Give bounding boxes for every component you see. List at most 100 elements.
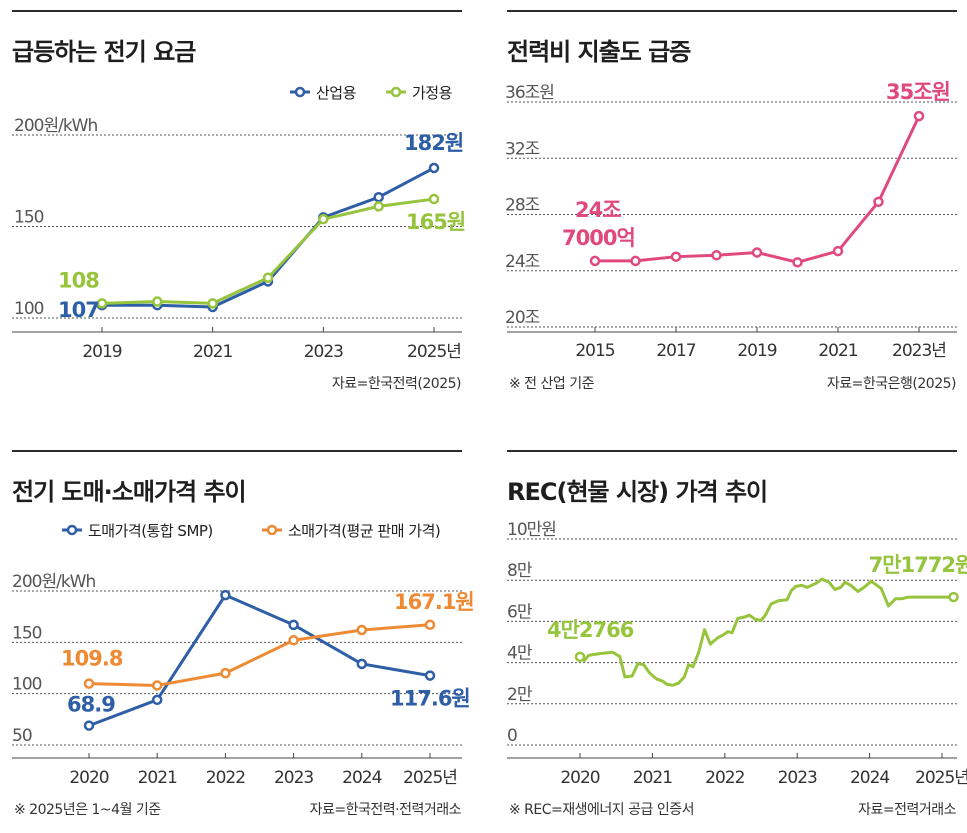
- source-label: 자료=한국은행(2025): [827, 376, 956, 392]
- data-point: [711, 250, 722, 261]
- chart-title: 전력비 지출도 급증: [507, 38, 691, 66]
- data-point: [428, 162, 440, 174]
- y-tick-label: 4만: [507, 644, 533, 664]
- footnote: ※ 전 산업 기준: [509, 376, 595, 392]
- chart-svg: 200원/kWh 150 100 50 2020 2021 2022 2023 2024 2025…: [12, 522, 475, 818]
- x-tick-label: 2017: [656, 341, 695, 361]
- legend-marker: [390, 86, 402, 98]
- data-point: [152, 296, 163, 307]
- panel-top-rule: [12, 450, 462, 452]
- x-tick-label: 2024: [342, 768, 381, 788]
- chart-svg: 200원/kWh 150 100 2019 2021 2023 2025년 182원 165원 1…: [12, 84, 466, 392]
- data-label: 24조: [575, 198, 621, 222]
- data-point: [428, 193, 440, 205]
- chart-panel-wholesale-retail: 전기 도매·소매가격 추이 200원/kWh 150 100 50 2020 2021 20…: [12, 450, 475, 833]
- data-point: [574, 651, 586, 663]
- data-point: [913, 110, 925, 122]
- chart-title: 전기 도매·소매가격 추이: [12, 478, 247, 506]
- x-tick-label: 2025년: [407, 342, 461, 362]
- x-tick-label: 2024: [850, 768, 889, 788]
- y-tick-label: 24조: [505, 252, 540, 272]
- data-point: [220, 589, 231, 601]
- data-point: [424, 670, 436, 681]
- y-tick-label: 100: [12, 675, 42, 695]
- footnote: ※ REC=재생에너지 공급 인증서: [509, 802, 694, 818]
- legend-marker: [294, 86, 306, 98]
- data-point: [589, 255, 601, 267]
- series-line: [593, 114, 921, 264]
- series-line: [578, 577, 956, 687]
- data-point: [288, 619, 299, 631]
- footnote: ※ 2025년은 1~4월 기준: [14, 802, 161, 818]
- data-point: [83, 678, 95, 689]
- x-tick-label: 2023년: [892, 341, 946, 361]
- legend-marker: [266, 524, 278, 536]
- x-tick-label: 2021: [818, 341, 857, 361]
- data-point: [83, 720, 95, 731]
- data-label: 182원: [404, 131, 463, 155]
- x-tick-label: 2023: [274, 768, 313, 788]
- x-tick-label: 2021: [633, 768, 672, 788]
- y-tick-label: 150: [12, 623, 42, 643]
- data-point: [356, 658, 368, 670]
- data-point: [832, 245, 844, 257]
- y-tick-label: 150: [14, 208, 44, 228]
- y-tick-label: 100: [14, 299, 44, 319]
- source-label: 자료=한국전력(2025): [332, 376, 461, 392]
- series-line: [100, 197, 436, 305]
- source-label: 자료=한국전력·전력거래소: [310, 802, 462, 818]
- data-point: [207, 298, 218, 309]
- y-tick-label: 28조: [505, 196, 540, 216]
- data-point: [373, 191, 384, 203]
- data-label: 68.9: [67, 693, 115, 717]
- y-tick-label: 2만: [507, 685, 533, 705]
- source-label: 자료=전력거래소: [858, 802, 957, 818]
- chart-panel-power-spending: 전력비 지출도 급증 36조원 32조 28조 24조 20조 2015 2017 2019 2…: [505, 10, 957, 400]
- data-label: 109.8: [61, 647, 123, 671]
- x-tick-label: 2023: [304, 342, 343, 362]
- chart-panel-rec-price: REC(현물 시장) 가격 추이 10만원 8만 6만 4만 2만 0 2020 2021 20…: [507, 450, 967, 833]
- data-label: 35조원: [886, 80, 950, 104]
- data-point: [151, 680, 163, 691]
- x-tick-label: 2021: [193, 342, 232, 362]
- y-tick-label: 50: [12, 726, 32, 746]
- x-tick-label: 2023: [778, 768, 817, 788]
- chart-title: 급등하는 전기 요금: [12, 38, 196, 66]
- data-point: [288, 635, 299, 646]
- data-point: [751, 247, 763, 258]
- y-tick-label: 10만원: [507, 520, 556, 540]
- x-tick-label: 2022: [705, 768, 744, 788]
- data-point: [318, 213, 329, 225]
- y-tick-label: 6만: [507, 602, 533, 622]
- chart-svg: 10만원 8만 6만 4만 2만 0 2020 2021 2022 2023 2024 2025년 7만…: [507, 520, 967, 818]
- x-tick-label: 2020: [560, 768, 599, 788]
- chart-title: REC(현물 시장) 가격 추이: [507, 478, 768, 506]
- x-tick-label: 2015: [575, 341, 614, 361]
- data-point: [151, 694, 163, 706]
- data-point: [630, 255, 641, 267]
- data-label: 7000억: [562, 226, 635, 250]
- y-tick-label: 200원/kWh: [12, 572, 95, 592]
- data-label: 108: [58, 268, 99, 292]
- x-tick-label: 2020: [69, 768, 108, 788]
- y-tick-label: 32조: [505, 139, 540, 159]
- data-point: [373, 201, 384, 212]
- data-point: [220, 667, 231, 679]
- chart-panel-industrial-residential: 급등하는 전기 요금 200원/kWh 150 100 2019 2021 2023 202…: [12, 10, 466, 400]
- legend-marker: [66, 524, 78, 536]
- y-tick-label: 8만: [507, 561, 533, 581]
- data-label: 4만2766: [547, 618, 634, 642]
- legend-label: 도매가격(통합 SMP): [88, 522, 213, 540]
- data-point: [262, 272, 274, 283]
- x-tick-label: 2025년: [915, 768, 967, 788]
- x-tick-label: 2022: [206, 768, 245, 788]
- data-label: 7만1772원: [869, 553, 967, 577]
- series-line: [87, 593, 432, 728]
- data-label: 165원: [406, 210, 465, 234]
- y-tick-label: 36조원: [505, 83, 554, 103]
- data-point: [873, 196, 884, 208]
- data-point: [424, 619, 436, 631]
- chart-svg: 36조원 32조 28조 24조 20조 2015 2017 2019 2021 2023년 35조…: [505, 80, 957, 392]
- y-tick-label: 20조: [505, 308, 540, 328]
- panel-top-rule: [12, 10, 462, 12]
